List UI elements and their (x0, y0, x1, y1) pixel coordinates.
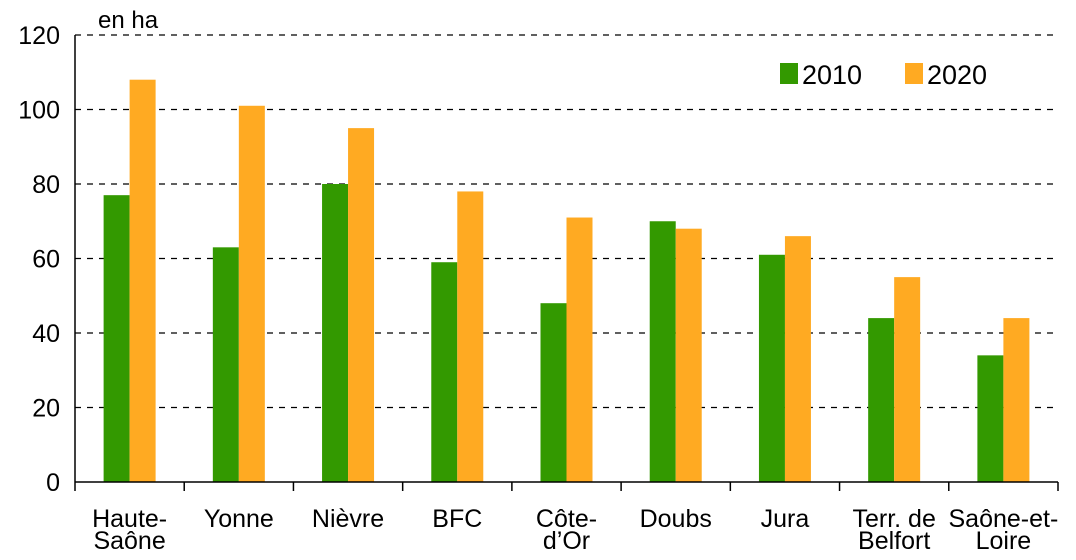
bar-2010-4 (540, 303, 567, 482)
axes (74, 35, 1059, 491)
y-tick-label: 120 (18, 22, 60, 50)
x-category-label-line: Terr. de (852, 505, 935, 533)
bar-2010-5 (649, 221, 676, 482)
bar-2010-3 (431, 262, 458, 482)
bar-2020-3 (457, 191, 484, 482)
x-category-label-line: Jura (761, 505, 810, 533)
bar-2020-8 (1003, 318, 1030, 482)
x-category-label-line: Doubs (640, 505, 712, 533)
bar-2020-0 (129, 79, 156, 482)
bar-2010-7 (868, 318, 895, 482)
x-category-label: Saône-et-Loire (948, 505, 1058, 555)
bars (103, 79, 1030, 483)
x-category-label: Nièvre (312, 505, 384, 533)
x-category-label-line: Côte- (536, 505, 597, 533)
x-category-label: BFC (432, 505, 482, 533)
y-tick-label: 0 (46, 469, 60, 497)
unit-label: en ha (98, 7, 159, 34)
bar-2020-4 (566, 217, 593, 482)
x-category-label-line: Belfort (858, 527, 930, 555)
x-category-label: Jura (761, 505, 810, 533)
x-category-label-line: Yonne (204, 505, 274, 533)
bar-2010-6 (758, 254, 785, 482)
x-category-label: Côte-d’Or (536, 505, 597, 555)
y-tick-labels: 0 20 40 60 80 100 120 (18, 22, 60, 497)
bar-2020-7 (894, 277, 921, 482)
x-category-label: Yonne (204, 505, 274, 533)
x-category-label-line: Saône-et- (948, 505, 1058, 533)
bar-2010-1 (212, 247, 239, 482)
y-tick-label: 80 (32, 171, 60, 199)
x-category-label-line: BFC (432, 505, 482, 533)
y-tick-label: 40 (32, 320, 60, 348)
x-category-label-line: Nièvre (312, 505, 384, 533)
x-category-label-line: Loire (976, 527, 1032, 555)
bar-2010-0 (103, 195, 130, 483)
x-category-label: Doubs (640, 505, 712, 533)
x-category-label: Terr. de Belfort (852, 505, 935, 555)
bar-2010-8 (977, 355, 1004, 482)
bar-2010-2 (322, 184, 349, 482)
y-tick-label: 60 (32, 246, 60, 274)
bar-2020-5 (675, 228, 702, 482)
y-tick-label: 20 (32, 395, 60, 423)
bar-2020-1 (238, 105, 265, 483)
bar-2020-2 (348, 128, 375, 482)
legend-swatch-2020 (905, 63, 923, 84)
legend-label: 2010 (802, 60, 862, 90)
legend: 2010 2020 (780, 60, 987, 90)
legend-label: 2020 (927, 60, 987, 90)
x-category-labels: Haute-Saône Yonne Nièvre BFC Côte-d’Or Doubs J… (92, 505, 1058, 555)
x-category-label-line: Haute- (92, 505, 167, 533)
y-tick-label: 100 (18, 97, 60, 125)
x-category-label-line: Saône (93, 527, 165, 555)
bar-2020-6 (784, 236, 811, 482)
x-category-label-line: d’Or (543, 527, 590, 555)
x-category-label: Haute-Saône (92, 505, 167, 555)
legend-swatch-2010 (780, 63, 798, 84)
